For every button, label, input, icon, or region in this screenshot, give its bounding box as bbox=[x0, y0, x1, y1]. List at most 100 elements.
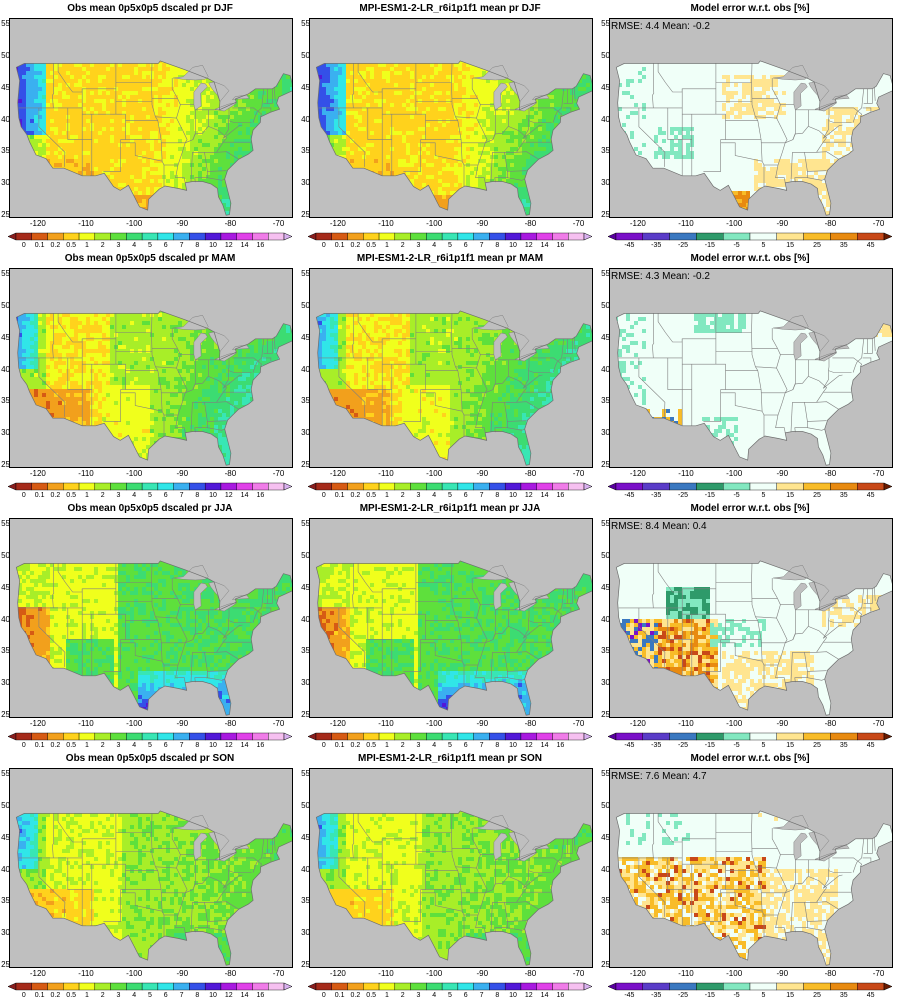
lat-tick-label: 50 bbox=[598, 551, 610, 560]
colorbar-swatch bbox=[536, 232, 553, 241]
panel-title: Obs mean 0p5x0p5 dscaled pr DJF bbox=[0, 3, 300, 14]
lon-tick-label: -90 bbox=[767, 969, 797, 978]
colorbar-tick-label: 6 bbox=[156, 992, 176, 999]
colorbar-swatch bbox=[410, 482, 427, 491]
colorbar-over-triangle bbox=[883, 732, 893, 741]
precip-colorbar bbox=[307, 732, 593, 741]
colorbar-swatch bbox=[378, 482, 396, 491]
colorbar-tick-label: 8 bbox=[187, 492, 207, 499]
country-outline bbox=[15, 60, 292, 216]
colorbar-swatch bbox=[489, 732, 506, 741]
colorbar-swatch bbox=[331, 482, 348, 491]
lon-tick-label: -110 bbox=[671, 219, 701, 228]
colorbar-tick-label: 14 bbox=[535, 242, 555, 249]
colorbar-swatch bbox=[363, 982, 380, 991]
colorbar-tick-label: 2 bbox=[93, 242, 113, 249]
colorbar-tick-label: 0.5 bbox=[361, 742, 381, 749]
lon-tick-label: -80 bbox=[815, 219, 845, 228]
colorbar-tick-label: 7 bbox=[172, 242, 192, 249]
colorbar-swatch bbox=[204, 482, 222, 491]
lat-tick-label: 55 bbox=[0, 519, 10, 528]
lon-tick-label: -90 bbox=[467, 719, 497, 728]
colorbar-tick-label: 7 bbox=[172, 492, 192, 499]
map-field bbox=[10, 19, 292, 217]
colorbar-swatch bbox=[776, 982, 804, 991]
colorbar-swatch bbox=[31, 482, 48, 491]
colorbar-tick-label: 0.1 bbox=[30, 492, 50, 499]
model-panel-djf: MPI-ESM1-2-LR_r6i1p1f1 mean pr DJF 55 50 45… bbox=[300, 0, 600, 250]
colorbar-tick-label: -15 bbox=[700, 492, 720, 499]
lon-tick-label: -110 bbox=[371, 719, 401, 728]
lat-tick-label: 55 bbox=[298, 769, 310, 778]
colorbar-swatch bbox=[426, 982, 443, 991]
colorbar-tick-label: 1 bbox=[77, 242, 97, 249]
colorbar-tick-label: 2 bbox=[393, 742, 413, 749]
colorbar-swatch bbox=[31, 232, 48, 241]
lon-tick-label: -110 bbox=[671, 969, 701, 978]
colorbar-swatch bbox=[15, 232, 32, 241]
lat-tick-label: 55 bbox=[298, 519, 310, 528]
colorbar-tick-label: 5 bbox=[440, 492, 460, 499]
colorbar-swatch bbox=[457, 232, 474, 241]
lon-tick-label: -70 bbox=[564, 719, 594, 728]
colorbar-tick-label: 12 bbox=[219, 492, 239, 499]
colorbar-swatch bbox=[363, 232, 380, 241]
lat-tick-label: 40 bbox=[598, 615, 610, 624]
lon-tick-label: -100 bbox=[419, 719, 449, 728]
panel-title: Obs mean 0p5x0p5 dscaled pr SON bbox=[0, 753, 300, 764]
colorbar-swatch bbox=[78, 482, 96, 491]
colorbar-under-triangle bbox=[607, 732, 617, 741]
colorbar-swatch bbox=[363, 482, 380, 491]
colorbar-tick-label: 35 bbox=[834, 742, 854, 749]
colorbar-swatch bbox=[47, 482, 64, 491]
lon-tick-label: -80 bbox=[515, 219, 545, 228]
precip-colorbar bbox=[307, 482, 593, 491]
colorbar-tick-label: 1 bbox=[377, 242, 397, 249]
colorbar-swatch bbox=[504, 982, 522, 991]
colorbar-swatch bbox=[457, 982, 474, 991]
colorbar-tick-label: 1 bbox=[377, 492, 397, 499]
colorbar-tick-label: 5 bbox=[140, 742, 160, 749]
lon-tick-label: -80 bbox=[515, 719, 545, 728]
lon-tick-label: -100 bbox=[419, 469, 449, 478]
map-frame bbox=[9, 518, 293, 718]
map-field bbox=[610, 19, 892, 217]
colorbar: -45 -35 -25 -15 -5 5 15 25 35 45 bbox=[600, 481, 900, 503]
lat-tick-label: 45 bbox=[298, 833, 310, 842]
colorbar-swatch bbox=[776, 482, 804, 491]
lat-tick-label: 45 bbox=[598, 833, 610, 842]
lon-tick-label: -80 bbox=[515, 969, 545, 978]
colorbar-swatch bbox=[78, 232, 96, 241]
colorbar: 0 0.1 0.2 0.5 1 2 3 4 5 6 7 8 10 12 14 16 bbox=[300, 981, 600, 1003]
colorbar-tick-label: 12 bbox=[219, 742, 239, 749]
colorbar-swatch bbox=[473, 232, 490, 241]
colorbar-tick-label: 4 bbox=[424, 992, 444, 999]
colorbar-over-triangle bbox=[583, 732, 593, 741]
map-field bbox=[610, 769, 892, 967]
colorbar-swatch bbox=[394, 232, 411, 241]
lat-tick-label: 50 bbox=[598, 51, 610, 60]
colorbar-swatch bbox=[331, 982, 348, 991]
colorbar-tick-label: 7 bbox=[472, 992, 492, 999]
lat-tick-label: 55 bbox=[0, 769, 10, 778]
lon-tick-label: -70 bbox=[264, 969, 294, 978]
lat-tick-label: 35 bbox=[0, 646, 10, 655]
lon-tick-label: -80 bbox=[215, 719, 245, 728]
colorbar-swatch bbox=[722, 732, 751, 741]
lat-tick-label: 50 bbox=[0, 801, 10, 810]
colorbar-swatch bbox=[776, 732, 804, 741]
colorbar-swatch bbox=[441, 482, 459, 491]
lon-tick-label: -120 bbox=[23, 969, 53, 978]
colorbar-under-triangle bbox=[607, 232, 617, 241]
colorbar-swatch bbox=[410, 232, 427, 241]
colorbar-swatch bbox=[347, 732, 364, 741]
lon-tick-label: -100 bbox=[119, 969, 149, 978]
colorbar-tick-label: 14 bbox=[535, 492, 555, 499]
colorbar-tick-label: 6 bbox=[456, 492, 476, 499]
colorbar-tick-label: 10 bbox=[503, 492, 523, 499]
colorbar-swatch bbox=[94, 482, 111, 491]
colorbar-swatch bbox=[252, 482, 269, 491]
error-panel-jja: Model error w.r.t. obs [%] RMSE: 8.4 Mean… bbox=[600, 500, 900, 750]
colorbar-tick-label: 0 bbox=[14, 742, 34, 749]
